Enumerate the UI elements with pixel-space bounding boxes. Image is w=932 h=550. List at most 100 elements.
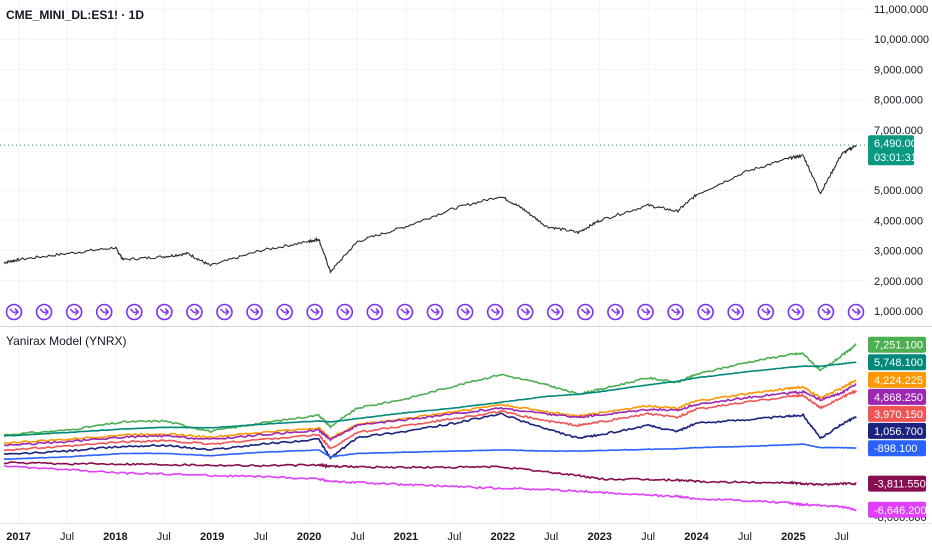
price-axis-label: 10,000.000 bbox=[874, 34, 929, 46]
time-axis-label: Jul bbox=[738, 531, 752, 543]
price-axis-label: 7,000.000 bbox=[874, 125, 923, 137]
time-axis-label: 2024 bbox=[684, 531, 709, 543]
arrow-circle-icon[interactable] bbox=[396, 303, 414, 321]
indicator-value-tag: -6,646.200 bbox=[868, 501, 927, 518]
indicator-value-tag: -898.100 bbox=[868, 440, 926, 457]
arrow-circle-icon[interactable] bbox=[817, 303, 835, 321]
grid-lines bbox=[0, 0, 866, 523]
indicator-value-tags: 7,251.100 5,748.100 4,224.225 4,868.250 3,97… bbox=[868, 336, 927, 518]
price-axis-label: 5,000.000 bbox=[874, 185, 923, 197]
price-axis-label: 8,000.000 bbox=[874, 95, 923, 107]
arrow-circle-icon[interactable] bbox=[306, 303, 324, 321]
price-axis[interactable]: 11,000.000 10,000.000 9,000.000 8,000.000 7,… bbox=[874, 4, 929, 524]
time-axis-label: Jul bbox=[350, 531, 364, 543]
arrow-circle-icon[interactable] bbox=[65, 303, 83, 321]
time-axis-label: 2018 bbox=[103, 531, 127, 543]
indicator-value-tag: -3,811.550 bbox=[868, 475, 926, 492]
time-axis-label: Jul bbox=[157, 531, 171, 543]
indicator-value-tag: 5,748.100 bbox=[868, 354, 926, 371]
indicator-line bbox=[3, 379, 857, 445]
time-axis-label: 2017 bbox=[6, 531, 30, 543]
arrow-circle-icon[interactable] bbox=[667, 303, 684, 321]
arrow-circle-icon[interactable] bbox=[847, 303, 865, 321]
symbol-title[interactable]: CME_MINI_DL:ES1! · 1D bbox=[6, 8, 144, 22]
svg-text:1,056.700: 1,056.700 bbox=[874, 426, 923, 438]
price-axis-label: 2,000.000 bbox=[874, 276, 923, 288]
last-price-value: 6,490.000 bbox=[874, 138, 923, 150]
arrow-circle-icon[interactable] bbox=[486, 303, 504, 321]
time-axis-label: 2020 bbox=[297, 531, 321, 543]
price-line bbox=[3, 144, 857, 274]
arrow-circle-icon[interactable] bbox=[5, 303, 23, 321]
arrow-circle-icon[interactable] bbox=[95, 303, 113, 321]
session-markers bbox=[5, 303, 865, 321]
time-axis-label: Jul bbox=[544, 531, 558, 543]
price-axis-label: 4,000.000 bbox=[874, 215, 923, 227]
time-axis-label: Jul bbox=[447, 531, 461, 543]
time-axis-label: 2019 bbox=[200, 531, 224, 543]
arrow-circle-icon[interactable] bbox=[516, 303, 534, 321]
indicator-value-tag: 4,224.225 bbox=[868, 371, 926, 388]
arrow-circle-icon[interactable] bbox=[757, 303, 775, 321]
arrow-circle-icon[interactable] bbox=[697, 303, 714, 321]
last-price-tag: 6,490.000 03:01:31 bbox=[868, 135, 923, 166]
svg-text:-3,811.550: -3,811.550 bbox=[874, 479, 926, 491]
arrow-circle-icon[interactable] bbox=[607, 303, 624, 321]
price-axis-label: 11,000.000 bbox=[874, 4, 928, 16]
indicator-line bbox=[3, 443, 857, 460]
indicator-line bbox=[3, 361, 857, 437]
svg-text:5,748.100: 5,748.100 bbox=[874, 357, 923, 369]
arrow-circle-icon[interactable] bbox=[156, 303, 173, 321]
price-axis-label: 3,000.000 bbox=[874, 246, 923, 258]
arrow-circle-icon[interactable] bbox=[125, 303, 143, 321]
price-series bbox=[0, 144, 866, 274]
arrow-circle-icon[interactable] bbox=[216, 303, 233, 321]
svg-text:-6,646.200: -6,646.200 bbox=[874, 505, 927, 517]
time-axis-label: Jul bbox=[60, 531, 74, 543]
indicator-value-tag: 4,868.250 bbox=[868, 388, 926, 405]
time-axis-label: 2021 bbox=[394, 531, 418, 543]
indicator-value-tag: 1,056.700 bbox=[868, 422, 926, 439]
time-axis-label: 2023 bbox=[587, 531, 611, 543]
arrow-circle-icon[interactable] bbox=[727, 303, 745, 321]
arrow-circle-icon[interactable] bbox=[456, 303, 474, 321]
arrow-circle-icon[interactable] bbox=[35, 303, 53, 321]
indicator-line bbox=[3, 343, 857, 436]
indicator-line bbox=[3, 389, 858, 452]
svg-text:3,970.150: 3,970.150 bbox=[874, 409, 923, 421]
indicator-line bbox=[3, 461, 857, 487]
indicator-value-tag: 7,251.100 bbox=[868, 336, 926, 353]
arrow-circle-icon[interactable] bbox=[336, 303, 354, 321]
arrow-circle-icon[interactable] bbox=[426, 303, 444, 321]
price-pane[interactable] bbox=[0, 0, 866, 326]
arrow-circle-icon[interactable] bbox=[186, 303, 203, 321]
arrow-circle-icon[interactable] bbox=[637, 303, 654, 321]
arrow-circle-icon[interactable] bbox=[787, 303, 805, 321]
price-axis-label: 9,000.000 bbox=[874, 64, 923, 76]
indicator-value-tag: 3,970.150 bbox=[868, 405, 926, 422]
arrow-circle-icon[interactable] bbox=[366, 303, 384, 321]
price-axis-label: 1,000.000 bbox=[874, 306, 923, 318]
indicator-series bbox=[3, 343, 858, 512]
time-axis-label: 2022 bbox=[491, 531, 515, 543]
indicator-pane[interactable] bbox=[0, 327, 866, 523]
time-axis-label: Jul bbox=[835, 531, 849, 543]
indicator-title[interactable]: Yanirax Model (YNRX) bbox=[6, 334, 126, 348]
bar-countdown: 03:01:31 bbox=[874, 152, 917, 164]
indicator-line bbox=[3, 464, 857, 512]
arrow-circle-icon[interactable] bbox=[246, 303, 263, 321]
svg-text:7,251.100: 7,251.100 bbox=[874, 340, 923, 352]
time-axis[interactable]: 2017 Jul 2018 Jul 2019 Jul 2020 Jul 2021 Jul 2022 J… bbox=[6, 531, 849, 543]
time-axis-label: 2025 bbox=[781, 531, 805, 543]
arrow-circle-icon[interactable] bbox=[546, 303, 564, 321]
svg-text:4,224.225: 4,224.225 bbox=[874, 375, 923, 387]
arrow-circle-icon[interactable] bbox=[276, 303, 293, 321]
svg-text:-898.100: -898.100 bbox=[874, 443, 917, 455]
time-axis-label: Jul bbox=[641, 531, 655, 543]
arrow-circle-icon[interactable] bbox=[577, 303, 594, 321]
indicator-line bbox=[3, 383, 857, 447]
time-axis-label: Jul bbox=[254, 531, 268, 543]
indicator-line bbox=[3, 412, 857, 460]
svg-text:4,868.250: 4,868.250 bbox=[874, 392, 923, 404]
